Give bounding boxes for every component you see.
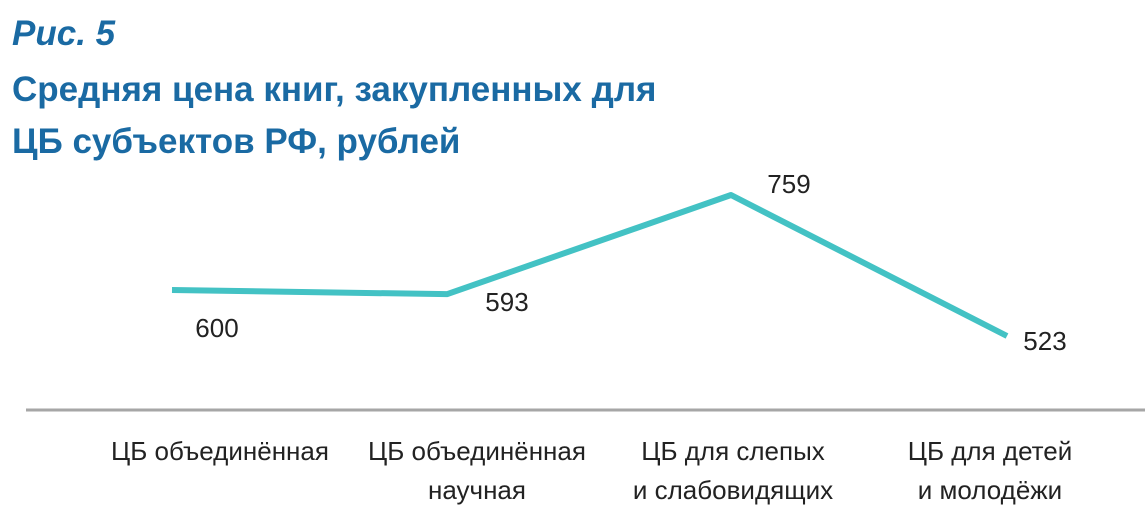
data-label: 523 [1023, 326, 1066, 356]
x-tick-label: ЦБ объединённая научная [368, 436, 586, 505]
x-tick-label: ЦБ для слепых и слабовидящих [633, 436, 833, 505]
data-label: 759 [767, 169, 810, 199]
x-tick-label: ЦБ для детей и молодёжи [908, 436, 1073, 505]
series-line [171, 192, 1009, 339]
data-label: 593 [485, 287, 528, 317]
x-tick-label: ЦБ объединённая [111, 436, 329, 466]
data-label: 600 [195, 313, 238, 343]
chart-title: Средняя цена книг, закупленных для ЦБ су… [12, 70, 657, 161]
figure-label: Рис. 5 [12, 14, 116, 53]
